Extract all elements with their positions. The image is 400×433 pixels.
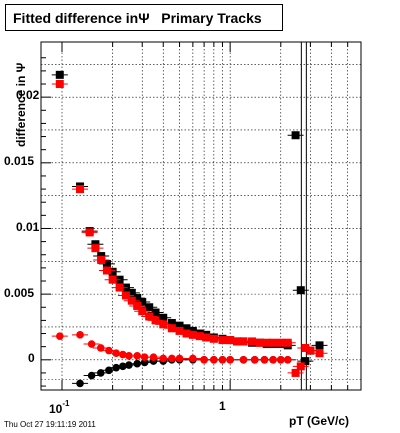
plot-frame bbox=[40, 41, 362, 391]
data-point-square bbox=[195, 332, 204, 341]
data-point-circle bbox=[210, 355, 218, 364]
data-point-circle bbox=[140, 358, 149, 367]
data-point-square bbox=[239, 337, 248, 346]
data-point-square bbox=[76, 185, 85, 194]
data-point-square bbox=[306, 346, 315, 355]
data-point-square bbox=[102, 259, 111, 268]
data-point-square bbox=[167, 319, 176, 328]
data-point-square bbox=[188, 330, 197, 339]
data-point-square bbox=[133, 294, 142, 303]
data-point-square bbox=[91, 244, 100, 253]
data-point-square bbox=[175, 321, 184, 330]
data-point-square bbox=[151, 316, 160, 325]
y-tick-label: 0 bbox=[28, 351, 35, 365]
data-point-circle bbox=[159, 354, 168, 363]
data-point-circle bbox=[283, 355, 292, 364]
data-point-square bbox=[159, 313, 168, 322]
data-point-square bbox=[145, 312, 154, 321]
data-point-circle bbox=[226, 355, 234, 364]
data-point-circle bbox=[140, 353, 149, 361]
data-markers bbox=[51, 70, 328, 388]
data-point-circle bbox=[105, 346, 113, 355]
data-point-circle bbox=[76, 331, 84, 339]
data-point-square bbox=[296, 286, 305, 295]
data-point-circle bbox=[119, 362, 127, 371]
data-point-circle bbox=[149, 353, 158, 361]
data-point-circle bbox=[55, 332, 64, 340]
data-point-circle bbox=[112, 363, 120, 372]
data-point-square bbox=[127, 288, 136, 297]
data-point-circle bbox=[112, 349, 120, 358]
data-point-square bbox=[102, 266, 111, 275]
y-tick-label: 0.015 bbox=[4, 154, 35, 168]
data-point-square bbox=[182, 324, 191, 333]
data-point-circle bbox=[200, 355, 208, 364]
data-point-circle bbox=[105, 366, 113, 375]
data-point-square bbox=[127, 296, 136, 305]
data-point-circle bbox=[96, 369, 105, 377]
data-point-square bbox=[296, 362, 305, 371]
data-point-circle bbox=[76, 379, 84, 388]
y-tick-label: 0.02 bbox=[16, 88, 40, 102]
data-point-square bbox=[301, 357, 310, 366]
data-point-square bbox=[248, 337, 257, 346]
x-axis-label: pT (GeV/c) bbox=[289, 414, 350, 428]
data-point-circle bbox=[250, 355, 259, 364]
data-point-square bbox=[108, 275, 117, 284]
chart-title: Fitted difference inΨ Primary Tracks bbox=[13, 10, 262, 26]
data-point-square bbox=[291, 131, 300, 140]
data-point-square bbox=[167, 324, 176, 333]
data-point-circle bbox=[260, 355, 269, 364]
x-tick-label: 1 bbox=[219, 399, 226, 413]
data-point-square bbox=[283, 338, 292, 347]
data-point-square bbox=[133, 301, 142, 310]
data-point-square bbox=[108, 267, 117, 276]
y-tick-label: 0.01 bbox=[16, 220, 40, 234]
data-point-square bbox=[202, 333, 211, 342]
axes-frame bbox=[40, 41, 362, 391]
data-point-square bbox=[85, 228, 94, 237]
data-point-circle bbox=[119, 350, 127, 359]
data-point-square bbox=[159, 320, 168, 329]
data-point-square bbox=[209, 334, 218, 343]
data-point-square bbox=[151, 308, 160, 317]
title-box: Fitted difference inΨ Primary Tracks bbox=[5, 4, 283, 31]
data-point-circle bbox=[133, 352, 141, 360]
data-point-circle bbox=[87, 371, 96, 380]
data-point-circle bbox=[189, 354, 197, 363]
data-point-square bbox=[55, 70, 64, 79]
data-point-circle bbox=[87, 340, 96, 348]
data-point-square bbox=[145, 303, 154, 312]
data-point-circle bbox=[96, 344, 105, 352]
data-point-square bbox=[55, 80, 64, 89]
data-point-square bbox=[138, 307, 147, 316]
data-point-circle bbox=[125, 361, 133, 369]
data-point-square bbox=[97, 255, 106, 264]
data-point-square bbox=[115, 283, 124, 292]
data-point-square bbox=[182, 329, 191, 338]
data-point-square bbox=[315, 341, 324, 350]
data-point-square bbox=[226, 336, 235, 345]
timestamp: Thu Oct 27 19:11:19 2011 bbox=[4, 420, 96, 429]
x-tick-label: 10-1 bbox=[49, 399, 70, 416]
data-point-circle bbox=[125, 352, 133, 360]
data-point-square bbox=[138, 298, 147, 307]
data-point-square bbox=[175, 326, 184, 335]
data-point-square bbox=[121, 291, 130, 300]
y-tick-label: 0.005 bbox=[4, 286, 35, 300]
data-point-square bbox=[291, 368, 300, 377]
data-point-circle bbox=[133, 359, 141, 368]
y-axis-label: difference in Ψ bbox=[14, 62, 28, 147]
data-point-square bbox=[315, 349, 324, 358]
data-point-circle bbox=[175, 354, 184, 363]
data-point-circle bbox=[239, 355, 248, 364]
data-point-square bbox=[301, 343, 310, 352]
